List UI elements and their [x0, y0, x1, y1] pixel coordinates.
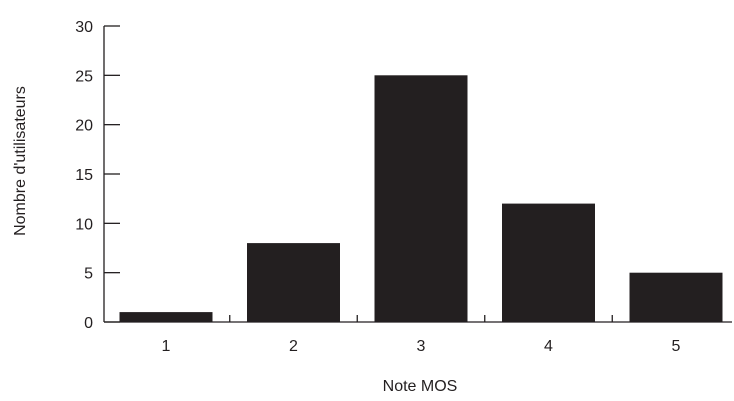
- x-tick-label: 5: [672, 338, 681, 355]
- y-tick-label: 0: [84, 315, 93, 332]
- x-ticks: 1 2 3 4 5: [162, 315, 681, 355]
- x-tick-label: 1: [162, 338, 171, 355]
- x-axis-title: Note MOS: [383, 378, 458, 395]
- y-tick-label: 20: [75, 118, 93, 135]
- x-tick-label: 3: [417, 338, 426, 355]
- y-tick-label: 15: [75, 167, 93, 184]
- bar-5: [629, 272, 723, 322]
- x-tick-label: 2: [289, 338, 298, 355]
- bar-4: [502, 203, 595, 322]
- y-tick-label: 25: [75, 68, 93, 85]
- y-axis-title: Nombre d'utilisateurs: [12, 86, 29, 236]
- bar-1: [119, 312, 213, 322]
- x-tick-label: 4: [544, 338, 553, 355]
- bar-2: [247, 243, 340, 322]
- y-tick-label: 30: [75, 19, 93, 36]
- bars-layer: [119, 75, 723, 322]
- y-ticks: 0 5 10 15 20 25 30: [75, 19, 120, 332]
- bar-3: [374, 75, 468, 322]
- y-tick-label: 10: [75, 216, 93, 233]
- y-tick-label: 5: [84, 266, 93, 283]
